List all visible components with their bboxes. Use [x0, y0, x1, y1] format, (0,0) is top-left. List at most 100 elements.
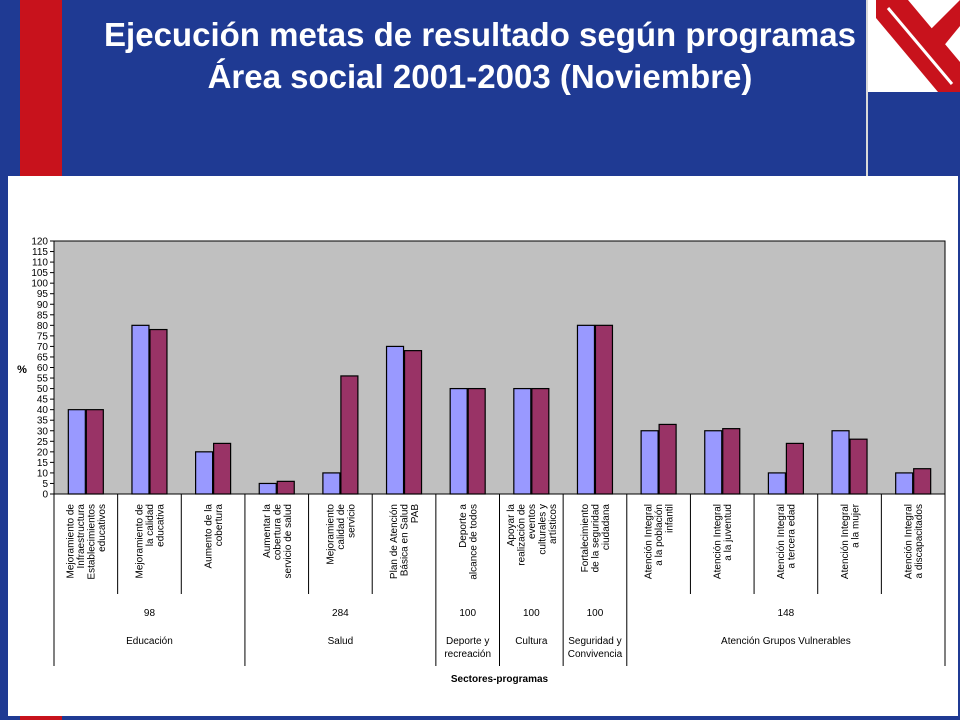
category-label-line: Atención Integral [776, 504, 787, 579]
header-divider-line [866, 0, 868, 176]
category-label-line: a la mujer [850, 503, 861, 548]
group-name-label: Convivencia [568, 649, 623, 660]
group-name-label: Seguridad y [568, 636, 621, 647]
category-label-line: Aumento de la [203, 504, 214, 569]
category-label-line: a la población [654, 504, 665, 566]
group-total-label: 148 [778, 608, 795, 619]
y-tick-label: 25 [37, 437, 49, 448]
y-tick-label: 100 [31, 279, 48, 290]
group-name-label: Cultura [515, 636, 548, 647]
institution-logo [868, 0, 960, 92]
category-label-line: educativos [97, 504, 108, 552]
title-line-1: Ejecución metas de resultado según progr… [104, 16, 856, 53]
category-label: Mejoramiento de la calidad educativa [134, 504, 166, 579]
bar-series-2 [467, 387, 486, 495]
category-label-line: Deporte a [458, 504, 469, 548]
group-name-label: recreación [444, 649, 491, 660]
y-tick-label: 10 [37, 468, 49, 479]
category-label: Atención Integral a discapacitados [903, 504, 925, 579]
y-tick-label: 105 [31, 268, 48, 279]
bar-series-1 [640, 430, 659, 495]
category-label-line: culturales y [537, 504, 548, 555]
y-tick-label: 70 [37, 342, 49, 353]
category-label-line: servicio [346, 504, 357, 538]
bar-series-1 [704, 430, 723, 495]
bar-series-2 [785, 442, 804, 495]
category-label-line: infantil [665, 504, 676, 533]
category-label-line: PAB [410, 504, 421, 524]
category-label: Aumentar la cobertura de servicio de salud [262, 504, 294, 579]
category-label-line: a discapacitados [914, 504, 925, 579]
category-label: Atención Integral a la población infantil [644, 504, 676, 579]
y-tick-label: 85 [37, 310, 49, 321]
y-tick-label: 90 [37, 300, 49, 311]
y-tick-label: 5 [42, 479, 48, 490]
bar-series-1 [131, 324, 150, 495]
bar-series-2 [531, 387, 550, 495]
y-tick-label: 0 [42, 490, 48, 501]
logo-mark-icon [876, 0, 960, 92]
group-total-label: 100 [587, 608, 604, 619]
y-tick-label: 15 [37, 458, 49, 469]
bar-series-1 [258, 482, 277, 495]
y-tick-label: 40 [37, 405, 49, 416]
bar-series-2 [403, 350, 423, 495]
y-tick-label: 20 [37, 447, 49, 458]
bar-series-2 [149, 328, 168, 495]
y-tick-label: 50 [37, 384, 49, 395]
category-label-line: Mejoramiento de [134, 504, 145, 579]
y-tick-label: 75 [37, 331, 49, 342]
plot-area [53, 240, 946, 495]
y-tick-label: 110 [32, 258, 48, 269]
y-tick-label: 30 [37, 426, 49, 437]
bar-series-2 [722, 428, 741, 495]
category-label: Apoyar la realización de eventos culturales… [506, 504, 559, 566]
bar-series-1 [449, 387, 468, 495]
category-label-line: Atención Integral [713, 504, 724, 579]
y-tick-label: 95 [37, 289, 49, 300]
category-label-line: eventos [527, 504, 538, 539]
chart-panel: 0 5 10 15 20 25 30 35 40 45 50 55 60 65 70 75 80 85 90 95 10… [8, 176, 958, 716]
category-label-line: servicio de salud [283, 504, 294, 578]
bar-series-1 [767, 472, 786, 495]
category-label: Fortalecimiento de la seguridad ciudadana [580, 504, 612, 573]
category-label-line: educativa [155, 504, 166, 547]
category-label-line: cobertura de [272, 504, 283, 561]
category-label: Mejoramiento calidad de servicio [325, 504, 357, 565]
category-label-line: Atención Integral [903, 504, 914, 579]
category-label-line: Establecimientos [87, 504, 98, 580]
group-total-label: 100 [523, 608, 540, 619]
category-label-line: alcance de todos [468, 504, 479, 580]
bar-series-2 [849, 438, 868, 495]
category-label-line: Plan de Atención [389, 504, 400, 579]
y-tick-label: 80 [37, 321, 49, 332]
y-tick-label: 45 [37, 395, 49, 406]
y-tick-label: 65 [37, 352, 49, 363]
category-label-line: Apoyar la [506, 504, 517, 547]
category-label-line: Atención Integral [644, 504, 655, 579]
bar-chart: 0510152025303540455055606570758085909510… [17, 237, 946, 685]
category-label-line: Aumentar la [262, 504, 273, 558]
category-label-line: Mejoramiento [325, 504, 336, 565]
bar-series-2 [213, 442, 232, 495]
bar-series-1 [576, 324, 596, 495]
category-label-line: la calidad [145, 504, 156, 546]
bar-series-1 [67, 409, 86, 495]
bar-series-1 [513, 387, 532, 495]
bar-series-2 [594, 324, 614, 495]
group-name-label: Atención Grupos Vulnerables [721, 636, 851, 647]
x-axis-label: Sectores-programas [451, 674, 549, 685]
category-label-line: calidad de [336, 504, 347, 550]
bar-series-2 [658, 423, 677, 495]
bar-series-2 [276, 480, 295, 495]
group-name-label: Educación [126, 636, 173, 647]
bar-series-1 [385, 345, 405, 495]
y-tick-label: 120 [31, 237, 48, 248]
bar-series-2 [340, 375, 359, 495]
category-label-line: de la seguridad [590, 504, 601, 572]
title-line-2: Área social 2001-2003 (Noviembre) [207, 58, 753, 95]
bar-series-2 [913, 468, 932, 495]
category-label-line: realización de [516, 504, 527, 566]
y-axis-label: % [17, 364, 27, 376]
bar-series-1 [895, 472, 914, 495]
